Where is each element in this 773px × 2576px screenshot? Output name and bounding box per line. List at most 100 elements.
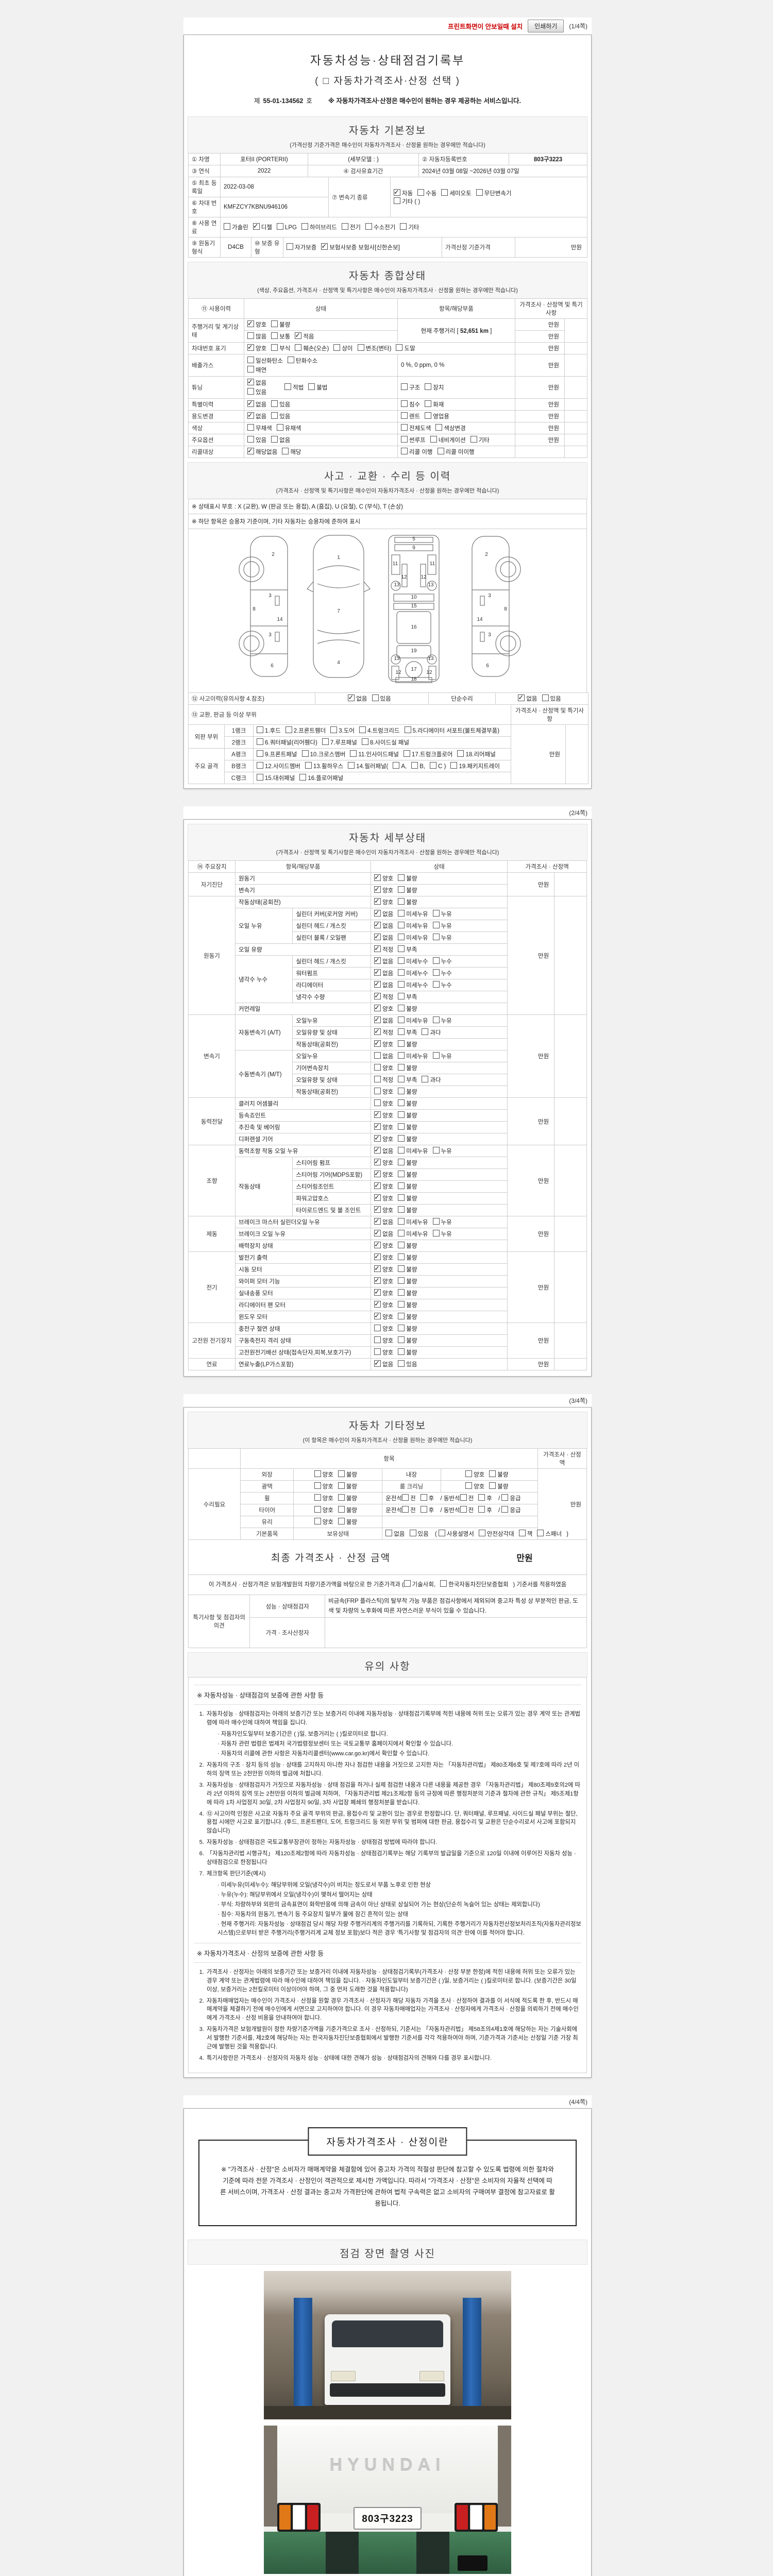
checkbox-option: 불량: [398, 1277, 417, 1285]
checkbox-icon: [276, 223, 283, 230]
cell: 단순수리: [428, 692, 496, 705]
state-cell: 양호 불량: [371, 1097, 508, 1110]
lift-rail: [326, 2531, 359, 2574]
cell: 무채색 유채색: [244, 422, 398, 434]
checkbox-option: 유채색: [276, 424, 301, 432]
cell: 만원: [507, 1216, 555, 1252]
checkbox-option: 세미오토: [441, 189, 472, 197]
checkbox-option: 스패너: [537, 1530, 562, 1537]
install-print-link[interactable]: 프린트화면이 안보일때 설치: [448, 23, 523, 30]
cell: 양호 불량: [293, 1516, 383, 1528]
item-label: 브레이크 오일 누유: [235, 1228, 372, 1240]
cell: 1.후드 2.프론트휀더 3.도어 4.트렁크리드 5.라디에이터 서포트(볼트체결부품…: [253, 724, 511, 737]
basic-info-tables: ① 차명 포터II (PORTERII) (세부모델 : ) ② 자동차등록번호 803…: [188, 153, 587, 258]
checkbox-icon: [398, 1099, 405, 1106]
checkbox-icon: [341, 223, 348, 230]
notice-number: 7.: [199, 1871, 204, 1877]
checkbox-icon: [411, 762, 418, 769]
checkbox-icon: [374, 1052, 381, 1059]
checkbox-icon: [542, 694, 549, 701]
photo-edge: [498, 2425, 511, 2527]
checkbox-option: 잭: [518, 1530, 532, 1537]
checkbox-option: 불량: [398, 1206, 417, 1214]
photo-edge: [264, 2425, 277, 2527]
document-column: 프린트화면이 안보일때 설치 인쇄하기 (1/4쪽) 자동차성능·상태점검기록부…: [183, 0, 592, 2576]
state-cell: 없음 미세누유 누유: [371, 1014, 508, 1027]
checkbox-option: 부족: [398, 1028, 417, 1036]
checkbox-icon: [276, 424, 283, 431]
doc-note: ※ 자동차가격조사·산정은 매수인이 원하는 경우 제공하는 서비스입니다.: [328, 97, 521, 105]
data-table: ① 차명 포터II (PORTERII) (세부모델 : ) ② 자동차등록번호 803…: [188, 153, 587, 177]
checkbox-option: 양호: [374, 1348, 393, 1356]
state-cell: 양호 불량: [371, 872, 508, 885]
checkbox-icon: [247, 424, 254, 431]
cell: 양호 불량: [244, 318, 398, 331]
print-button[interactable]: 인쇄하기: [528, 20, 564, 32]
data-table: 외판 부위 1랭크 1.후드 2.프론트휀더 3.도어 4.트렁크리드 5.라디에이터 서포…: [188, 724, 589, 784]
checkbox-option: 많음: [247, 332, 266, 340]
cell: ① 차명: [188, 153, 221, 165]
checkbox-option: 3.도어: [330, 726, 355, 734]
state-cell: 양호 불량: [371, 1003, 508, 1015]
cell: 항목/해당부품: [397, 298, 515, 319]
checked-checkbox-icon: [374, 1181, 381, 1190]
page-indicator: (2/4쪽): [569, 809, 587, 817]
checkbox-option: 기타: [470, 436, 490, 444]
item-label: 실린더 헤드 / 개스킷: [292, 920, 372, 932]
device-group-label: 원동기: [188, 896, 236, 1015]
checkbox-option: 불량: [398, 1159, 417, 1166]
checkbox-icon: [478, 1530, 485, 1536]
basic-items-cell: 없음 있음 ( 사용설명서 안전삼각대 잭 스패너): [382, 1528, 587, 1540]
cell: 만원: [515, 422, 565, 434]
cell: D4CB: [220, 237, 251, 258]
checkbox-option: 18.리어패널: [457, 750, 496, 758]
shop-floor: [264, 2405, 511, 2419]
rank-label: B랭크: [224, 760, 254, 772]
checkbox-icon: [285, 726, 292, 733]
state-cell: 양호 불량: [371, 1323, 508, 1335]
checkbox-option: 없음: [374, 1229, 393, 1238]
cell: 썬루프 네비게이션 기타: [397, 434, 515, 446]
checkbox-option: 없음: [374, 1052, 393, 1060]
item-label: 오일유량 및 상태: [292, 1026, 372, 1039]
sheet-page-1: 자동차성능·상태점검기록부 ( □ 자동차가격조사·산정 선택 ) 제 55-01…: [183, 35, 592, 789]
checkbox-option: 적정: [374, 1027, 393, 1036]
checkbox-icon: [257, 726, 263, 733]
checked-checkbox-icon: [374, 944, 381, 953]
cell: ④ 검사유효기간: [308, 165, 419, 177]
windshield: [332, 2320, 443, 2347]
checkbox-option: 6.쿼터패널(리어휀다): [257, 738, 317, 746]
checkbox-option: 구조: [401, 383, 420, 391]
checkbox-option: 불량: [398, 1325, 417, 1332]
checked-checkbox-icon: [374, 992, 381, 1000]
checkbox-option: 불량: [398, 1301, 417, 1309]
notice-sub-item: · 현재 주행거리: 자동차성능 · 상태점검 당시 해당 차량 주행거리계의 …: [217, 1921, 581, 1936]
checkbox-option: 없음: [374, 980, 393, 989]
checkbox-icon: [398, 922, 405, 928]
panel-number: 2: [485, 552, 488, 557]
checkbox-option: 미세누수: [398, 957, 428, 965]
notice-item: 2. 자동차의 구조 · 장치 등의 성능 · 상태를 고지하지 아니한 자나 점…: [194, 1761, 581, 1778]
cell: 구조 장치: [397, 376, 515, 399]
checkbox-option: 불량: [398, 874, 417, 882]
checkbox-icon: [425, 400, 432, 407]
checkbox-icon: [402, 1506, 409, 1513]
cell: [554, 872, 587, 896]
cell: 외장: [240, 1468, 294, 1481]
cell: ⑨ 원동기형식: [188, 237, 221, 258]
item-label: 동력조향 작동 오일 누유: [235, 1145, 372, 1157]
checkbox-option: 없음: [247, 399, 266, 408]
checkbox-option: 무채색: [247, 424, 272, 432]
cell: 항목/해당부품: [235, 860, 372, 873]
panel-number: 9: [412, 545, 415, 551]
checkbox-icon: [430, 762, 437, 769]
cell: 만원: [515, 318, 565, 331]
checkbox-icon: [437, 448, 444, 454]
checkbox-icon: [398, 1277, 405, 1284]
checkbox-icon: [432, 969, 440, 976]
checkbox-icon: [271, 436, 278, 443]
panel-number: 3: [268, 593, 272, 599]
cell: ⑥ 차대 번호: [188, 197, 221, 217]
checkbox-option: 부족: [398, 1076, 417, 1083]
